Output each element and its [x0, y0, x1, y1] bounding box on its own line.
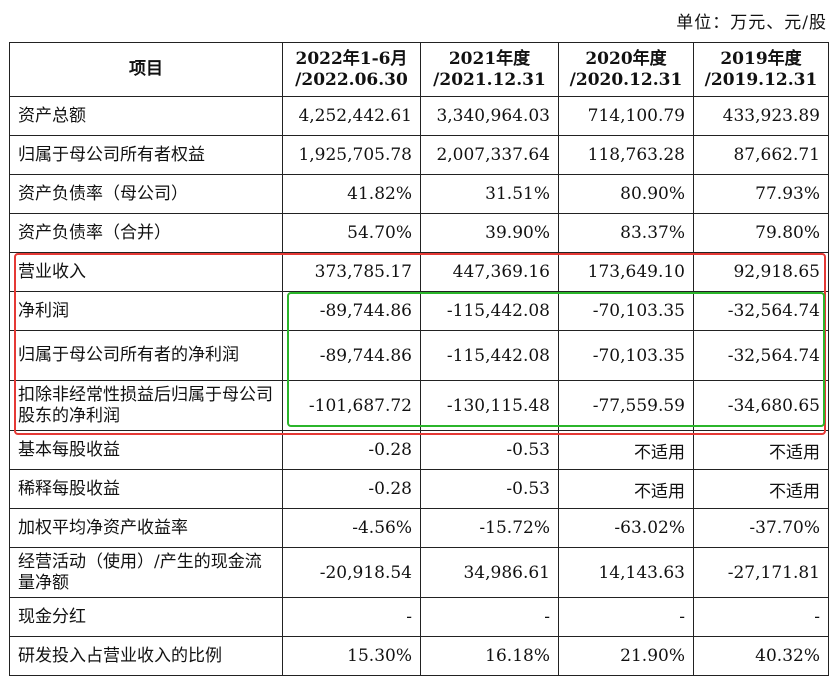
- cell-value: -115,442.08: [420, 330, 559, 381]
- table-row: 资产负债率（合并） 54.70% 39.90% 83.37% 79.80%: [9, 213, 829, 253]
- cell-value: 不适用: [558, 430, 694, 470]
- row-label: 归属于母公司所有者权益: [9, 135, 283, 175]
- cell-value: 39.90%: [420, 213, 559, 253]
- cell-value: -: [558, 597, 694, 637]
- table-row: 营业收入 373,785.17 447,369.16 173,649.10 92…: [9, 252, 829, 292]
- table-row: 稀释每股收益 -0.28 -0.53 不适用 不适用: [9, 469, 829, 509]
- cell-value: -: [693, 597, 829, 637]
- row-label: 基本每股收益: [9, 430, 283, 470]
- cell-value: 80.90%: [558, 174, 694, 214]
- cell-value: -89,744.86: [282, 291, 421, 331]
- cell-value: 173,649.10: [558, 252, 694, 292]
- cell-value: 92,918.65: [693, 252, 829, 292]
- cell-value: 2,007,337.64: [420, 135, 559, 175]
- row-label: 资产负债率（合并）: [9, 213, 283, 253]
- row-label: 资产负债率（母公司）: [9, 174, 283, 214]
- cell-value: -130,115.48: [420, 380, 559, 431]
- table-row: 净利润 -89,744.86 -115,442.08 -70,103.35 -3…: [9, 291, 829, 331]
- row-label: 资产总额: [9, 96, 283, 136]
- cell-value: -15.72%: [420, 508, 559, 548]
- table-row: 资产总额 4,252,442.61 3,340,964.03 714,100.7…: [9, 96, 829, 136]
- cell-value: 41.82%: [282, 174, 421, 214]
- cell-value: -0.28: [282, 469, 421, 509]
- cell-value: -0.53: [420, 469, 559, 509]
- row-label: 现金分红: [9, 597, 283, 637]
- cell-value: 373,785.17: [282, 252, 421, 292]
- header-period: 2022年1-6月/2022.06.30: [282, 42, 421, 97]
- table-row: 加权平均净资产收益率 -4.56% -15.72% -63.02% -37.70…: [9, 508, 829, 548]
- cell-value: -115,442.08: [420, 291, 559, 331]
- financial-table: 项目 2022年1-6月/2022.06.30 2021年度/2021.12.3…: [9, 42, 829, 676]
- cell-value: 79.80%: [693, 213, 829, 253]
- cell-value: 83.37%: [558, 213, 694, 253]
- table-row: 基本每股收益 -0.28 -0.53 不适用 不适用: [9, 430, 829, 470]
- cell-value: 4,252,442.61: [282, 96, 421, 136]
- table-row: 研发投入占营业收入的比例 15.30% 16.18% 21.90% 40.32%: [9, 636, 829, 676]
- cell-value: -20,918.54: [282, 547, 421, 598]
- cell-value: -: [420, 597, 559, 637]
- cell-value: 118,763.28: [558, 135, 694, 175]
- row-label: 经营活动（使用）/产生的现金流量净额: [9, 547, 283, 598]
- cell-value: 14,143.63: [558, 547, 694, 598]
- header-period: 2019年度/2019.12.31: [693, 42, 829, 97]
- cell-value: 16.18%: [420, 636, 559, 676]
- cell-value: -32,564.74: [693, 291, 829, 331]
- cell-value: 不适用: [693, 430, 829, 470]
- cell-value: 40.32%: [693, 636, 829, 676]
- cell-value: 不适用: [558, 469, 694, 509]
- cell-value: -0.28: [282, 430, 421, 470]
- table-row: 扣除非经常性损益后归属于母公司股东的净利润 -101,687.72 -130,1…: [9, 380, 829, 431]
- cell-value: 不适用: [693, 469, 829, 509]
- cell-value: -70,103.35: [558, 330, 694, 381]
- cell-value: -4.56%: [282, 508, 421, 548]
- row-label: 研发投入占营业收入的比例: [9, 636, 283, 676]
- cell-value: 21.90%: [558, 636, 694, 676]
- cell-value: 77.93%: [693, 174, 829, 214]
- table-row: 归属于母公司所有者的净利润 -89,744.86 -115,442.08 -70…: [9, 330, 829, 381]
- cell-value: 714,100.79: [558, 96, 694, 136]
- cell-value: -37.70%: [693, 508, 829, 548]
- cell-value: -34,680.65: [693, 380, 829, 431]
- cell-value: -101,687.72: [282, 380, 421, 431]
- cell-value: 1,925,705.78: [282, 135, 421, 175]
- cell-value: -0.53: [420, 430, 559, 470]
- cell-value: -77,559.59: [558, 380, 694, 431]
- row-label: 扣除非经常性损益后归属于母公司股东的净利润: [9, 380, 283, 431]
- row-label: 营业收入: [9, 252, 283, 292]
- header-row: 项目 2022年1-6月/2022.06.30 2021年度/2021.12.3…: [9, 42, 829, 97]
- cell-value: 433,923.89: [693, 96, 829, 136]
- cell-value: 34,986.61: [420, 547, 559, 598]
- unit-label: 单位：万元、元/股: [676, 13, 827, 33]
- row-label: 稀释每股收益: [9, 469, 283, 509]
- cell-value: -63.02%: [558, 508, 694, 548]
- cell-value: -89,744.86: [282, 330, 421, 381]
- row-label: 净利润: [9, 291, 283, 331]
- row-label: 归属于母公司所有者的净利润: [9, 330, 283, 381]
- cell-value: 54.70%: [282, 213, 421, 253]
- cell-value: -70,103.35: [558, 291, 694, 331]
- row-label: 加权平均净资产收益率: [9, 508, 283, 548]
- cell-value: 31.51%: [420, 174, 559, 214]
- table-row: 归属于母公司所有者权益 1,925,705.78 2,007,337.64 11…: [9, 135, 829, 175]
- cell-value: -: [282, 597, 421, 637]
- cell-value: 3,340,964.03: [420, 96, 559, 136]
- header-period: 2021年度/2021.12.31: [420, 42, 559, 97]
- cell-value: -32,564.74: [693, 330, 829, 381]
- header-period: 2020年度/2020.12.31: [558, 42, 694, 97]
- cell-value: -27,171.81: [693, 547, 829, 598]
- table-row: 资产负债率（母公司） 41.82% 31.51% 80.90% 77.93%: [9, 174, 829, 214]
- table-row: 现金分红 - - - -: [9, 597, 829, 637]
- cell-value: 447,369.16: [420, 252, 559, 292]
- header-item: 项目: [9, 42, 283, 97]
- table-row: 经营活动（使用）/产生的现金流量净额 -20,918.54 34,986.61 …: [9, 547, 829, 598]
- cell-value: 15.30%: [282, 636, 421, 676]
- cell-value: 87,662.71: [693, 135, 829, 175]
